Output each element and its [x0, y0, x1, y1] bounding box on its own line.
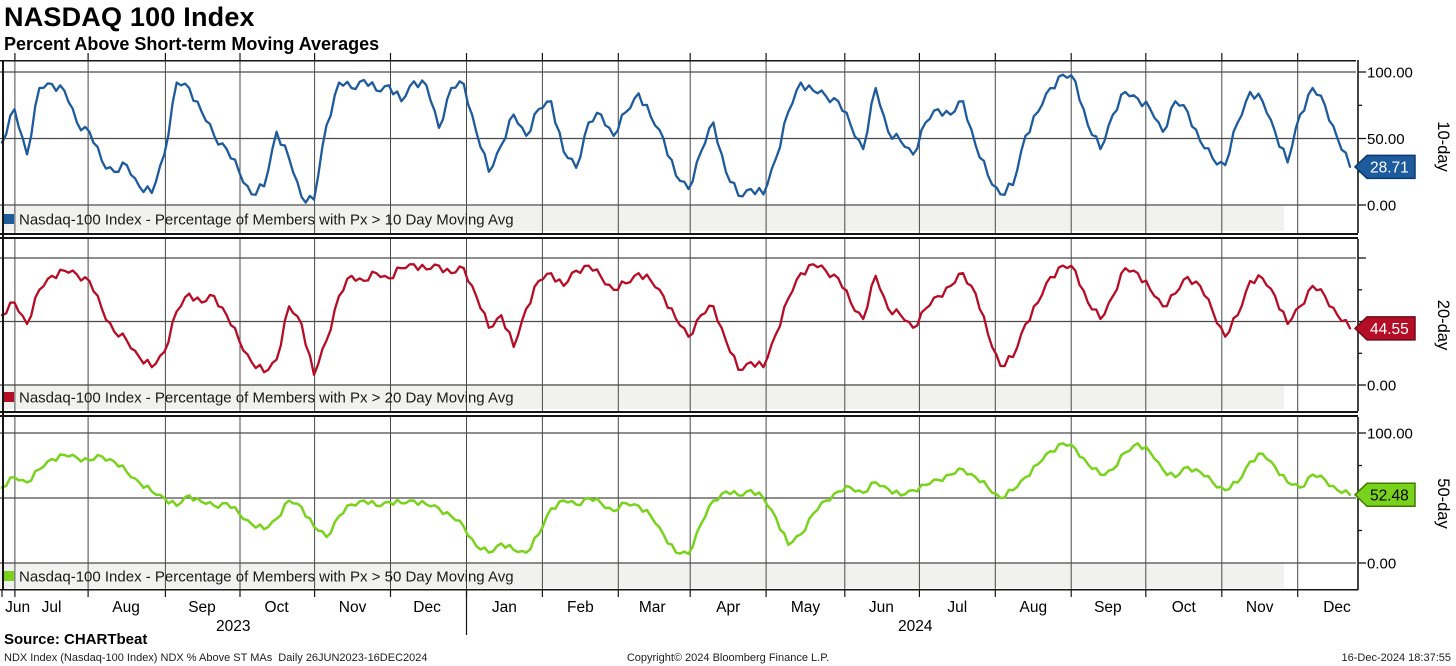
- x-axis-svg: Jun Jul Aug Sep Oct Nov Dec Jan Feb Mar Apr May Jun J…: [0, 589, 1358, 635]
- legend-marker: [4, 392, 14, 402]
- source-label: Source: CHARTbeat: [4, 631, 148, 648]
- legend-marker: [4, 214, 14, 224]
- panel-separator-2: [0, 411, 1358, 417]
- month-label-oct: Oct: [265, 599, 290, 616]
- chart-subtitle: Percent Above Short-term Moving Averages: [4, 34, 380, 54]
- panel-axis-label-10-day: 10-day: [1434, 121, 1452, 172]
- month-label-aug: Aug: [1020, 599, 1048, 616]
- month-label-apr: Apr: [716, 599, 740, 616]
- month-label-sep: Sep: [188, 599, 216, 616]
- legend-label: Nasdaq-100 Index - Percentage of Members…: [19, 212, 514, 229]
- y-tick-label: 0.00: [1367, 378, 1396, 395]
- series-line-20-day: [0, 263, 1352, 376]
- legend-label: Nasdaq-100 Index - Percentage of Members…: [19, 390, 514, 407]
- y-tick-label: 0.00: [1367, 556, 1396, 573]
- panel-10-day: 100.00 50.00 0.00 28.71 10-day Nasdaq-100 Ind…: [0, 60, 1452, 233]
- month-label-jul: Jul: [947, 599, 967, 616]
- value-tag-20-day: [1353, 316, 1416, 341]
- footer-copyright: Copyright© 2024 Bloomberg Finance L.P.: [626, 652, 830, 664]
- month-label-jun: Jun: [5, 599, 30, 616]
- month-label-feb: Feb: [567, 599, 594, 616]
- value-tag-10-day: [1353, 154, 1416, 180]
- value-tag-50-day: [1353, 482, 1416, 508]
- legend-marker: [4, 571, 14, 581]
- legend-band: [0, 563, 1284, 588]
- month-label-mar: Mar: [639, 599, 666, 616]
- month-label-jun: Jun: [869, 599, 894, 616]
- value-tag-label: 28.71: [1370, 159, 1409, 176]
- month-label-aug: Aug: [112, 599, 140, 616]
- month-label-nov: Nov: [339, 599, 367, 616]
- y-tick-label: 100.00: [1367, 65, 1413, 82]
- footer-ticker-info: NDX Index (Nasdaq-100 Index) NDX % Above…: [4, 652, 428, 664]
- month-label-dec: Dec: [1323, 599, 1351, 616]
- value-tag-label: 52.48: [1370, 487, 1409, 504]
- left-axis-line: [2, 60, 4, 590]
- month-label-nov: Nov: [1246, 599, 1274, 616]
- panel-separator-1: [0, 233, 1358, 239]
- footer-timestamp: 16-Dec-2024 18:37:55: [1341, 652, 1451, 664]
- page-title: NASDAQ 100 Index: [4, 2, 255, 32]
- month-label-may: May: [791, 599, 821, 616]
- month-label-sep: Sep: [1094, 599, 1122, 616]
- month-label-jan: Jan: [492, 599, 517, 616]
- month-label-dec: Dec: [413, 599, 441, 616]
- y-tick-label: 100.00: [1367, 426, 1413, 443]
- panel-axis-label-20-day: 20-day: [1434, 300, 1452, 351]
- series-line-10-day: [0, 73, 1352, 204]
- y-tick-label: 0.00: [1367, 198, 1396, 215]
- year-label-2023: 2023: [216, 618, 250, 635]
- month-label-oct: Oct: [1172, 599, 1197, 616]
- value-tag-label: 44.55: [1370, 321, 1409, 338]
- series-line-50-day: [0, 442, 1352, 556]
- year-label-2024: 2024: [898, 618, 933, 635]
- legend-band: [0, 206, 1284, 231]
- month-label-jul: Jul: [42, 599, 62, 616]
- legend-label: Nasdaq-100 Index - Percentage of Members…: [19, 569, 514, 586]
- y-tick-label: 50.00: [1367, 131, 1405, 148]
- panel-axis-label-50-day: 50-day: [1434, 478, 1452, 529]
- legend-band: [0, 384, 1284, 409]
- top-ticks-svg: [14, 53, 1299, 60]
